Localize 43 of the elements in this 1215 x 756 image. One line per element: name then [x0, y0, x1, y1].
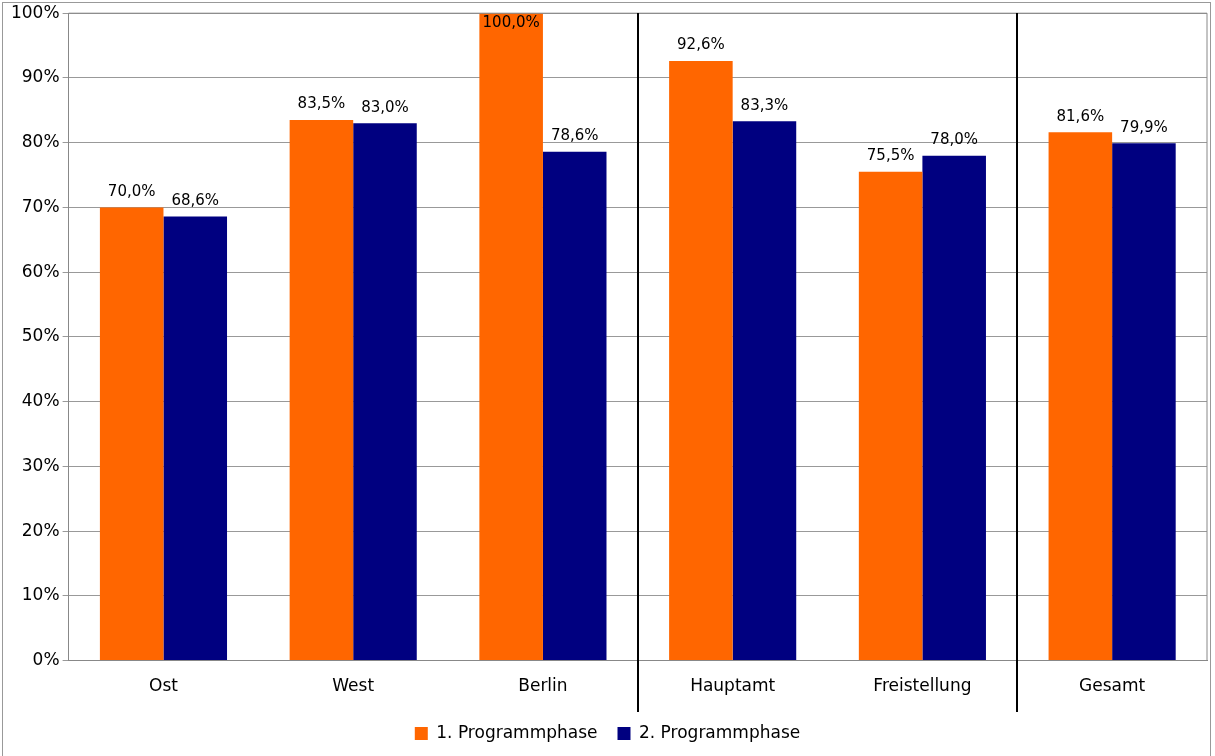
y-tick-label: 40% [21, 390, 60, 411]
data-label: 83,3% [740, 95, 789, 114]
y-tick-label: 0% [32, 649, 60, 670]
y-tick-label: 70% [21, 195, 60, 216]
y-tick-label: 90% [21, 66, 60, 87]
y-tick-label: 20% [21, 519, 60, 540]
y-tick-label: 100% [10, 1, 60, 22]
x-tick-label: Hauptamt [690, 675, 776, 696]
y-tick-label: 30% [21, 454, 60, 475]
bar [163, 216, 228, 661]
x-tick-label: West [332, 675, 375, 696]
data-label: 100,0% [482, 12, 540, 31]
data-label: 75,5% [866, 146, 915, 165]
data-label: 83,0% [361, 97, 409, 116]
data-label: 81,6% [1056, 106, 1105, 125]
bar [922, 155, 986, 661]
data-label: 78,6% [550, 126, 599, 145]
bar [479, 13, 543, 661]
x-tick-label: Freistellung [873, 675, 972, 696]
data-label: 79,9% [1120, 117, 1168, 136]
bar [289, 120, 354, 661]
bar [1112, 143, 1176, 661]
y-tick-label: 80% [21, 131, 60, 152]
bar [858, 171, 923, 661]
legend-label: 1. Programmphase [436, 721, 598, 742]
data-label: 78,0% [930, 130, 979, 149]
bar [1048, 132, 1113, 661]
y-tick-label: 50% [21, 325, 60, 346]
data-label: 83,5% [297, 94, 346, 113]
y-tick-label: 60% [21, 260, 60, 281]
data-label: 70,0% [107, 181, 156, 200]
bar [353, 123, 417, 661]
x-tick-label: Ost [149, 675, 179, 696]
bar [669, 61, 733, 661]
data-label: 68,6% [171, 190, 220, 209]
bar [732, 121, 797, 661]
bar [542, 151, 607, 661]
data-label: 92,6% [677, 35, 725, 54]
bar [99, 207, 164, 661]
x-tick-label: Berlin [518, 675, 568, 696]
x-tick-label: Gesamt [1079, 675, 1146, 696]
y-tick-label: 10% [21, 584, 60, 605]
legend-label: 2. Programmphase [639, 721, 801, 742]
